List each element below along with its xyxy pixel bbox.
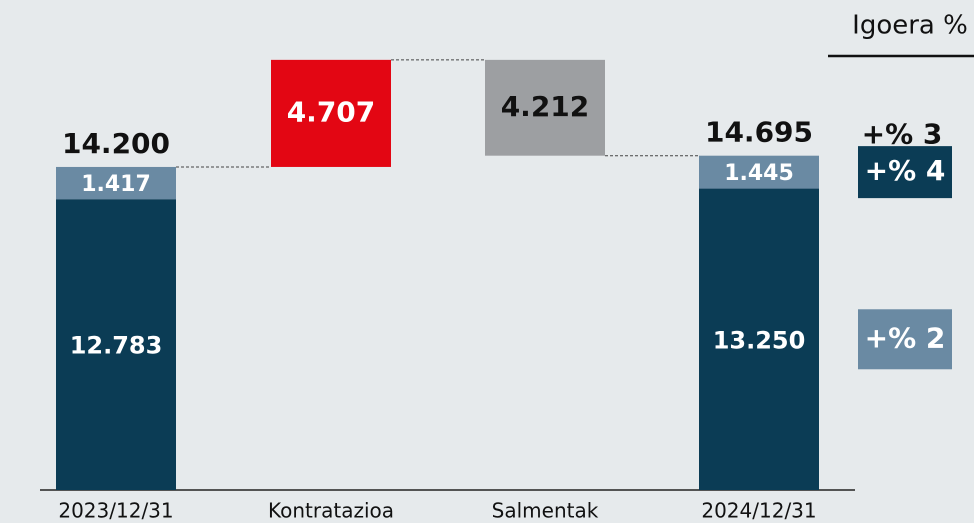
x-tick-label: Salmentak xyxy=(492,499,599,523)
side-badge xyxy=(858,146,952,199)
stack-segment xyxy=(56,199,176,490)
side-badge-label: +% 4 xyxy=(865,154,946,187)
side-header: Igoera % xyxy=(852,11,968,41)
segment-label: 12.783 xyxy=(70,332,163,360)
total-label: 14.200 xyxy=(62,127,170,160)
segment-label: 1.445 xyxy=(724,161,794,186)
delta-label: 4.707 xyxy=(287,95,376,128)
x-tick-label: 2024/12/31 xyxy=(701,499,816,523)
delta-bar xyxy=(271,59,391,167)
segment-label: 13.250 xyxy=(713,326,806,354)
side-badge-label: +% 2 xyxy=(865,321,946,354)
stack-segment xyxy=(699,188,819,490)
delta-bar xyxy=(485,59,605,156)
segment-label: 1.417 xyxy=(81,172,151,197)
x-tick-label: Kontratazioa xyxy=(268,499,394,523)
side-badge xyxy=(858,309,952,370)
stack-segment xyxy=(56,166,176,200)
x-tick-label: 2023/12/31 xyxy=(58,499,173,523)
total-label: 14.695 xyxy=(705,116,813,149)
stack-segment xyxy=(699,155,819,189)
side-badge-label: +% 3 xyxy=(862,118,943,151)
delta-label: 4.212 xyxy=(501,90,590,123)
